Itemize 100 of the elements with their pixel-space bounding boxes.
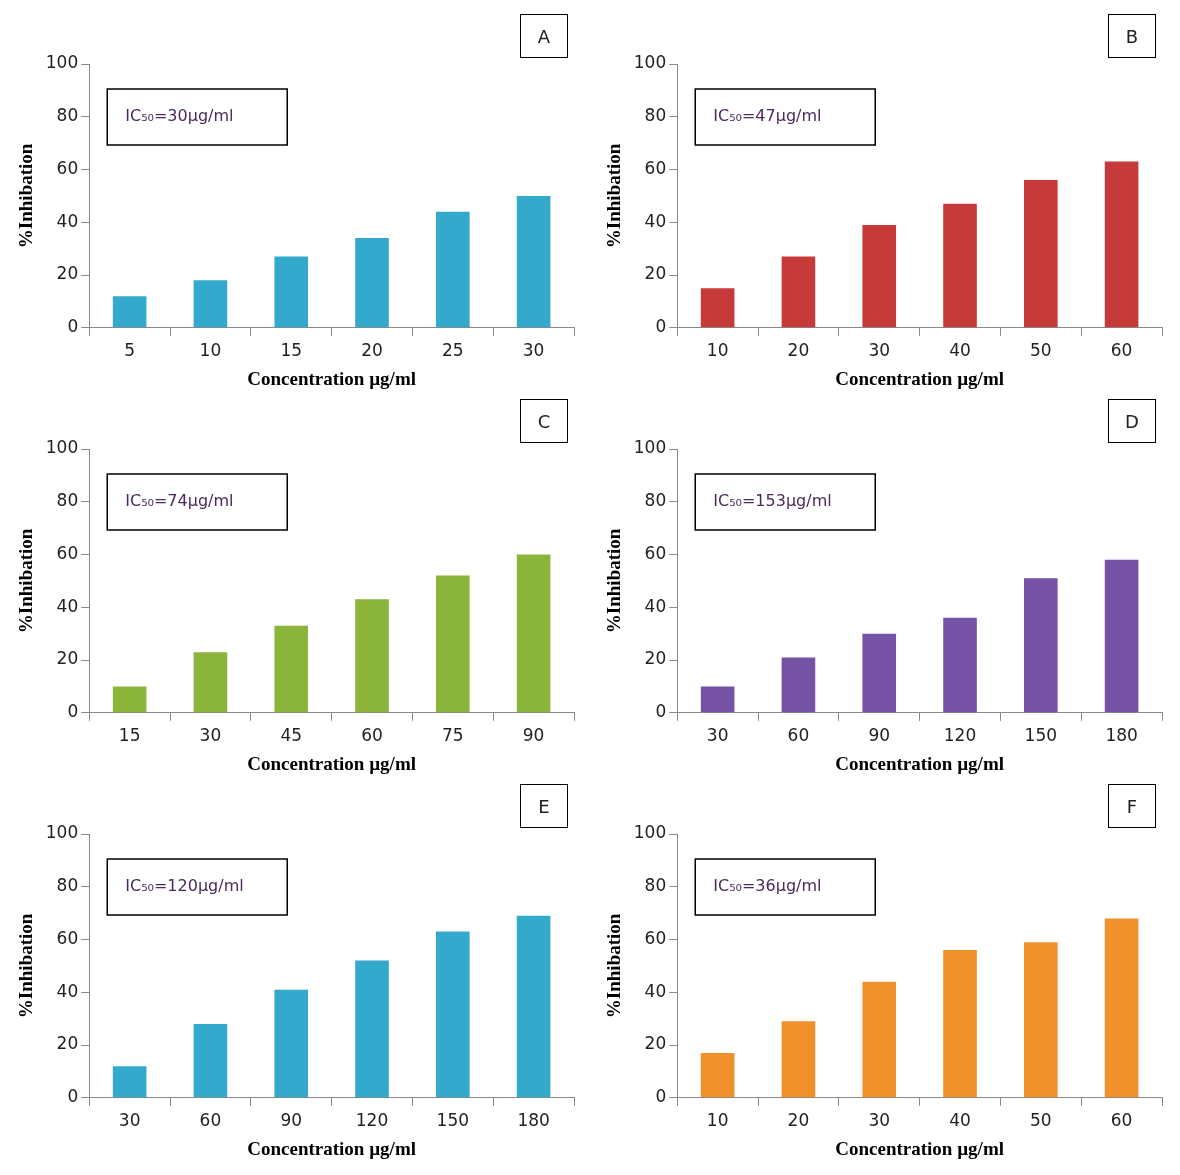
bar — [193, 1023, 228, 1098]
bar — [1024, 942, 1058, 1098]
y-tick-label: 40 — [644, 210, 667, 231]
bar — [1104, 918, 1139, 1098]
bar — [700, 1052, 735, 1098]
x-tick-label: 90 — [280, 1110, 303, 1131]
y-tick-label: 80 — [56, 875, 79, 896]
y-tick-label: 80 — [644, 105, 667, 126]
annotation: IC₅₀=120µg/ml — [125, 876, 244, 896]
bar — [274, 989, 309, 1098]
y-tick-label: 60 — [644, 927, 667, 948]
bar — [1024, 578, 1058, 713]
bar — [436, 211, 470, 328]
y-tick-label: 60 — [56, 157, 79, 178]
y-tick-label: 40 — [644, 980, 667, 1001]
x-axis-title: Concentration µg/ml — [247, 367, 416, 389]
x-tick-label: 150 — [1024, 725, 1058, 746]
annotation: IC₅₀=74µg/ml — [125, 491, 234, 511]
x-tick-label: 20 — [787, 340, 810, 361]
chart-title: C — [520, 399, 568, 443]
bar — [516, 915, 551, 1098]
annotation: IC₅₀=36µg/ml — [713, 876, 822, 896]
bar — [355, 238, 389, 328]
bar — [700, 686, 735, 713]
annotation: IC₅₀=153µg/ml — [713, 491, 832, 511]
y-tick-label: 80 — [644, 490, 667, 511]
bar — [516, 195, 551, 328]
y-tick-label: 20 — [644, 648, 667, 669]
y-tick-label: 60 — [56, 542, 79, 563]
y-tick-label: 100 — [45, 437, 79, 458]
annotation: IC₅₀=30µg/ml — [125, 106, 234, 126]
x-tick-label: 30 — [868, 1110, 891, 1131]
x-tick-label: 60 — [1110, 1110, 1133, 1131]
bar — [355, 960, 389, 1098]
y-tick-label: 0 — [655, 701, 667, 722]
bar — [274, 256, 309, 328]
bar — [436, 575, 470, 713]
bar — [862, 633, 897, 713]
y-tick-label: 40 — [56, 210, 79, 231]
bar — [112, 686, 147, 713]
y-tick-label: 40 — [56, 980, 79, 1001]
x-tick-label: 60 — [787, 725, 810, 746]
y-tick-label: 60 — [644, 157, 667, 178]
x-tick-label: 30 — [199, 725, 222, 746]
x-tick-label: 120 — [943, 725, 977, 746]
y-tick-label: 20 — [644, 263, 667, 284]
x-axis-title: Concentration µg/ml — [247, 752, 416, 774]
y-tick-label: 100 — [633, 822, 667, 843]
bar — [193, 652, 228, 713]
x-tick-label: 20 — [787, 1110, 810, 1131]
y-axis-title: %Inhibation — [15, 528, 37, 634]
y-tick-label: 20 — [56, 263, 79, 284]
bar — [1104, 559, 1139, 713]
bar — [781, 1021, 816, 1098]
x-tick-label: 50 — [1029, 1110, 1052, 1131]
bar — [781, 657, 816, 713]
bar — [943, 617, 977, 713]
y-tick-label: 20 — [56, 1033, 79, 1054]
x-tick-label: 60 — [361, 725, 383, 746]
y-axis-title: %Inhibation — [603, 143, 625, 249]
chart-title: F — [1108, 784, 1156, 828]
y-tick-label: 20 — [644, 1033, 667, 1054]
x-tick-label: 5 — [124, 340, 136, 361]
x-tick-label: 90 — [522, 725, 545, 746]
bar — [781, 256, 816, 328]
bar — [112, 296, 147, 328]
y-tick-label: 60 — [56, 927, 79, 948]
y-tick-label: 0 — [67, 701, 79, 722]
y-axis-title: %Inhibation — [15, 143, 37, 249]
x-tick-label: 180 — [1105, 725, 1138, 746]
y-tick-label: 80 — [56, 105, 79, 126]
y-tick-label: 100 — [45, 822, 79, 843]
bar — [355, 599, 389, 713]
y-tick-label: 20 — [56, 648, 79, 669]
y-tick-label: 100 — [633, 437, 667, 458]
bar — [274, 625, 309, 713]
x-tick-label: 120 — [355, 1110, 389, 1131]
bar — [943, 203, 977, 328]
y-axis-title: %Inhibation — [15, 913, 37, 1019]
x-tick-label: 30 — [118, 1110, 141, 1131]
bar — [1104, 161, 1139, 328]
x-tick-label: 10 — [706, 1110, 729, 1131]
x-tick-label: 30 — [706, 725, 729, 746]
x-tick-label: 10 — [199, 340, 222, 361]
x-axis-title: Concentration µg/ml — [835, 752, 1004, 774]
x-tick-label: 40 — [949, 1110, 971, 1131]
x-tick-label: 180 — [517, 1110, 550, 1131]
bar — [862, 981, 897, 1098]
y-tick-label: 40 — [644, 595, 667, 616]
x-tick-label: 30 — [868, 340, 891, 361]
x-axis-title: Concentration µg/ml — [247, 1137, 416, 1159]
y-axis-title: %Inhibation — [603, 528, 625, 634]
x-tick-label: 40 — [949, 340, 971, 361]
bar — [516, 554, 551, 713]
chart-title: E — [520, 784, 568, 828]
y-tick-label: 40 — [56, 595, 79, 616]
chart-title: D — [1108, 399, 1156, 443]
x-axis-title: Concentration µg/ml — [835, 1137, 1004, 1159]
y-axis-title: %Inhibation — [603, 913, 625, 1019]
y-tick-label: 0 — [655, 1086, 667, 1107]
